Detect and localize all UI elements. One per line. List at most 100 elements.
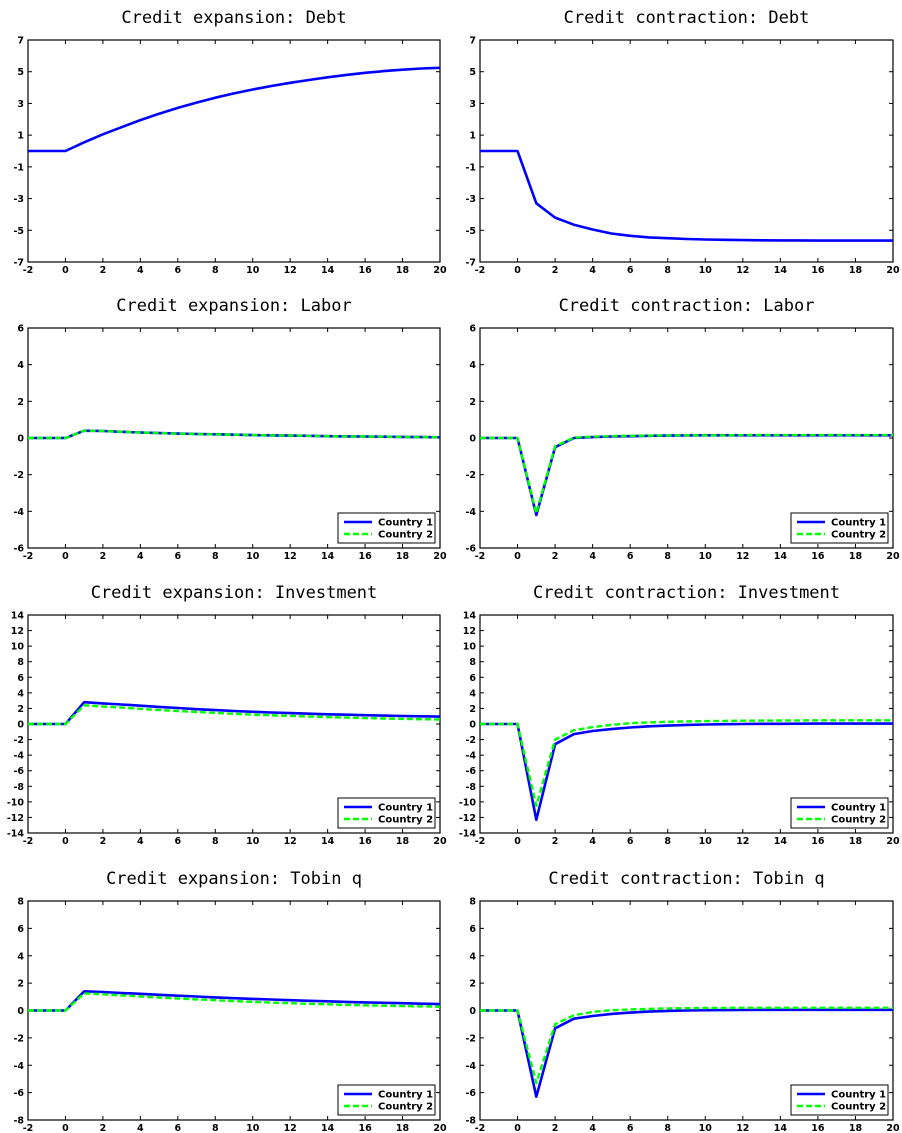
x-tick-label: 14 bbox=[321, 265, 335, 276]
y-tick-label: 5 bbox=[17, 67, 24, 78]
x-tick-label: 16 bbox=[358, 836, 372, 847]
chart-title: Credit expansion: Tobin q bbox=[106, 869, 362, 889]
x-tick-label: 4 bbox=[589, 265, 596, 276]
series-line bbox=[28, 700, 441, 726]
x-tick-label: 8 bbox=[664, 1123, 671, 1133]
x-tick-label: 12 bbox=[736, 836, 749, 847]
y-tick-label: -4 bbox=[465, 507, 476, 518]
y-tick-label: -12 bbox=[459, 813, 476, 824]
x-tick-label: 0 bbox=[514, 1123, 521, 1133]
y-tick-label: 10 bbox=[11, 642, 25, 653]
x-tick-label: 2 bbox=[100, 1123, 107, 1133]
x-tick-label: 0 bbox=[62, 836, 69, 847]
y-tick-label: 1 bbox=[469, 131, 476, 142]
y-tick-label: -3 bbox=[13, 194, 24, 205]
y-tick-label: -3 bbox=[465, 194, 476, 205]
y-tick-label: -8 bbox=[13, 782, 24, 793]
x-tick-label: 16 bbox=[358, 265, 372, 276]
x-tick-label: 10 bbox=[246, 836, 260, 847]
x-tick-label: 10 bbox=[699, 836, 713, 847]
y-tick-label: -2 bbox=[13, 470, 24, 481]
y-tick-label: -14 bbox=[459, 829, 477, 840]
x-tick-label: 14 bbox=[321, 836, 335, 847]
series-line bbox=[28, 992, 441, 1012]
y-tick-label: 6 bbox=[17, 924, 24, 935]
x-tick-label: -2 bbox=[23, 265, 34, 276]
y-tick-label: 2 bbox=[17, 397, 24, 408]
x-tick-label: 4 bbox=[137, 551, 144, 562]
x-tick-label: 20 bbox=[886, 1123, 900, 1133]
y-tick-label: 6 bbox=[17, 324, 24, 335]
x-tick-label: 16 bbox=[811, 1123, 825, 1133]
x-tick-label: 10 bbox=[246, 1123, 260, 1133]
y-tick-label: 0 bbox=[469, 720, 476, 731]
x-tick-label: 14 bbox=[774, 551, 788, 562]
x-tick-label: 16 bbox=[358, 551, 372, 562]
legend-box bbox=[790, 512, 889, 544]
x-tick-label: 0 bbox=[514, 265, 521, 276]
y-tick-label: -2 bbox=[465, 470, 476, 481]
legend-label: Country 2 bbox=[831, 1102, 886, 1113]
y-tick-label: 2 bbox=[17, 979, 24, 990]
y-tick-label: 12 bbox=[11, 626, 24, 637]
x-tick-label: 18 bbox=[396, 1123, 410, 1133]
y-tick-label: -6 bbox=[465, 1088, 476, 1099]
y-tick-label: 7 bbox=[17, 36, 24, 47]
chart-title: Credit contraction: Labor bbox=[559, 296, 815, 316]
x-tick-label: 6 bbox=[175, 1123, 182, 1133]
series-line bbox=[28, 989, 441, 1012]
y-tick-label: 2 bbox=[469, 397, 476, 408]
x-tick-label: 8 bbox=[212, 836, 219, 847]
x-tick-label: 12 bbox=[284, 836, 297, 847]
x-tick-label: 6 bbox=[627, 1123, 634, 1133]
x-tick-label: 2 bbox=[552, 265, 559, 276]
x-tick-label: 14 bbox=[321, 1123, 335, 1133]
x-tick-label: 6 bbox=[627, 836, 634, 847]
x-tick-label: 4 bbox=[589, 836, 596, 847]
x-tick-label: 2 bbox=[100, 551, 107, 562]
y-tick-label: 5 bbox=[469, 67, 476, 78]
x-tick-label: 16 bbox=[358, 1123, 372, 1133]
x-tick-label: 0 bbox=[62, 265, 69, 276]
plot-frame bbox=[479, 39, 894, 263]
y-tick-label: 1 bbox=[17, 131, 24, 142]
series-line bbox=[480, 1006, 893, 1085]
series-line bbox=[480, 433, 893, 515]
x-tick-label: -2 bbox=[23, 836, 34, 847]
legend-label: Country 1 bbox=[831, 803, 886, 814]
chart-title: Credit contraction: Tobin q bbox=[548, 869, 824, 889]
x-tick-label: 10 bbox=[699, 265, 713, 276]
y-tick-label: 14 bbox=[463, 611, 477, 622]
legend-label: Country 1 bbox=[831, 518, 886, 529]
x-tick-label: 14 bbox=[774, 265, 788, 276]
y-tick-label: 6 bbox=[469, 324, 476, 335]
x-tick-label: 18 bbox=[849, 551, 863, 562]
x-tick-label: 20 bbox=[433, 836, 447, 847]
y-tick-label: 7 bbox=[469, 36, 476, 47]
x-tick-label: 12 bbox=[736, 265, 749, 276]
legend-box bbox=[337, 797, 436, 829]
chart-panel: Credit contraction: Labor -2 0 2 4 6 8 10 12 14 16… bbox=[465, 296, 900, 562]
legend-label: Country 2 bbox=[378, 530, 433, 541]
y-tick-label: 6 bbox=[469, 924, 476, 935]
x-tick-label: 10 bbox=[699, 1123, 713, 1133]
x-tick-label: 4 bbox=[137, 1123, 144, 1133]
x-tick-label: 10 bbox=[246, 265, 260, 276]
chart-title: Credit contraction: Investment bbox=[533, 583, 840, 603]
y-tick-label: 4 bbox=[469, 688, 476, 699]
x-tick-label: 10 bbox=[246, 551, 260, 562]
x-tick-label: 0 bbox=[514, 551, 521, 562]
x-tick-label: 2 bbox=[552, 551, 559, 562]
y-tick-label: -5 bbox=[465, 226, 476, 237]
x-tick-label: 20 bbox=[886, 551, 900, 562]
y-tick-label: 4 bbox=[469, 360, 476, 371]
y-tick-label: 6 bbox=[469, 673, 476, 684]
chart-title: Credit expansion: Debt bbox=[121, 8, 346, 28]
x-tick-label: 8 bbox=[664, 551, 671, 562]
